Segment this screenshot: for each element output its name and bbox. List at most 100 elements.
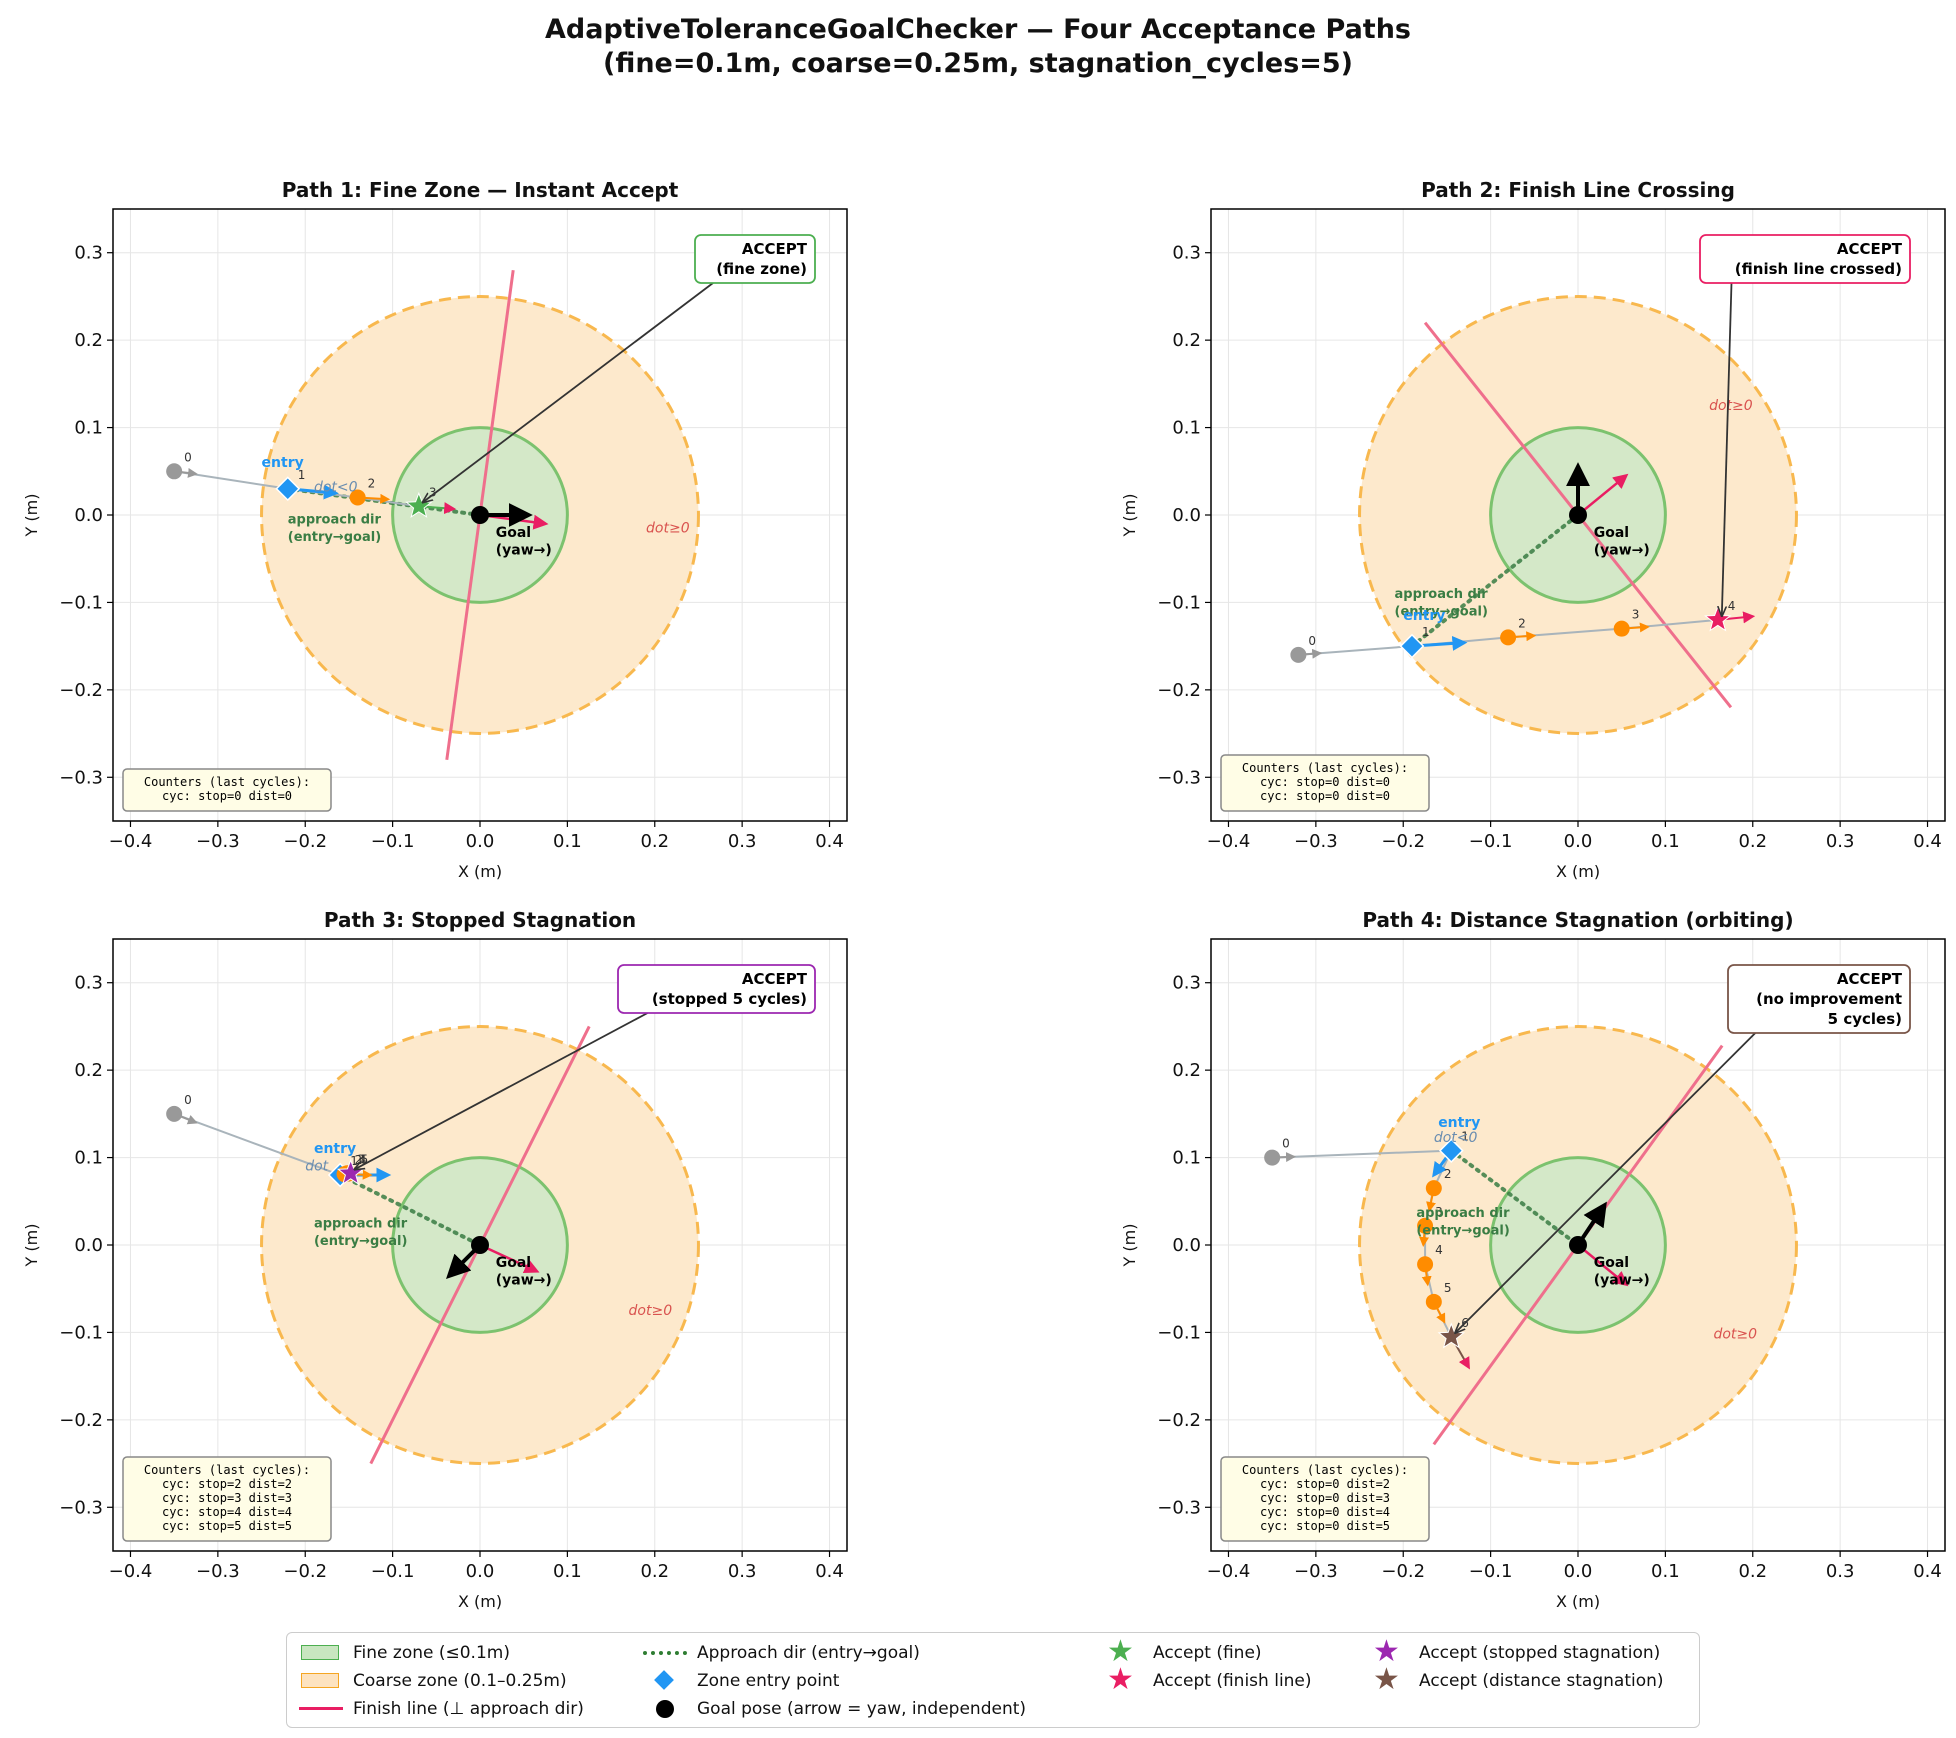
x-tick-label: −0.3 [196, 1561, 240, 1582]
point-index-label: 3 [1632, 608, 1640, 622]
x-tick-label: 0.3 [728, 1561, 757, 1582]
point-index-label: 2 [1444, 1167, 1452, 1181]
approach-dir-line [1449, 1148, 1580, 1247]
x-tick-label: 0.2 [640, 831, 669, 852]
x-tick-label: −0.1 [1469, 831, 1513, 852]
goal-marker [471, 506, 489, 524]
y-tick-label: −0.3 [1157, 767, 1201, 788]
legend-label: Accept (finish line) [1153, 1671, 1312, 1691]
y-tick-label: 0.0 [74, 1235, 103, 1256]
dot-positive-label: dot≥0 [1713, 1327, 1757, 1343]
trajectory-segment [1272, 1149, 1452, 1159]
robot-heading-arrow [1577, 1244, 1629, 1287]
approach-dir-line [1409, 513, 1580, 649]
trajectory-point [1264, 1149, 1281, 1166]
robot-heading-arrow [479, 1243, 540, 1274]
goal-marker [471, 1236, 489, 1254]
x-tick-label: 0.0 [466, 1561, 495, 1582]
x-axis-label: X (m) [458, 862, 502, 881]
counter-line: cyc: stop=0 dist=3 [1260, 1491, 1390, 1505]
legend-label: Accept (distance stagnation) [1419, 1671, 1664, 1691]
plot-area: 0 1 2 3 Goal(yaw→) approach dir (entry→goal) en… [166, 269, 700, 761]
x-tick-label: −0.4 [109, 831, 153, 852]
x-tick-label: 0.0 [1564, 1561, 1593, 1582]
y-tick-label: −0.2 [1157, 680, 1201, 701]
x-tick-label: −0.3 [1294, 1561, 1338, 1582]
figure-title: AdaptiveToleranceGoalChecker — Four Acce… [545, 14, 1411, 45]
approach-dir-label: (entry→goal) [1416, 1224, 1509, 1239]
y-tick-label: 0.2 [1172, 330, 1201, 351]
plot-area: 0123456Goal(yaw→)approach dir(entry→goal… [1264, 1025, 1798, 1465]
point-index-label: 2 [355, 1153, 363, 1167]
point-index-label: 2 [1518, 616, 1526, 630]
legend-item-accept-stopped: ★ Accept (stopped stagnation) [1365, 1635, 1660, 1669]
x-tick-label: −0.2 [1381, 831, 1425, 852]
accept-callout-text: (stopped 5 cycles) [652, 990, 807, 1008]
x-tick-label: 0.3 [1826, 1561, 1855, 1582]
counter-line: Counters (last cycles): [1242, 761, 1408, 775]
dot-negative-label: dot [305, 1159, 328, 1175]
trajectory-point [1500, 629, 1517, 646]
legend-label: Fine zone (≤0.1m) [353, 1643, 510, 1663]
x-tick-label: 0.4 [815, 1561, 844, 1582]
legend: Fine zone (≤0.1m) Coarse zone (0.1–0.25m… [286, 1632, 1700, 1728]
chart-panel-1: 0 1 2 3 Goal(yaw→) approach dir (entry→goal) en… [22, 178, 848, 881]
legend-label: Approach dir (entry→goal) [697, 1643, 920, 1663]
y-tick-label: −0.3 [1157, 1497, 1201, 1518]
legend-item-approach-dir: Approach dir (entry→goal) [643, 1641, 920, 1665]
approach-dir-swatch [643, 1641, 687, 1665]
trajectory-point [1417, 1217, 1434, 1234]
x-tick-label: 0.2 [1738, 831, 1767, 852]
x-tick-label: −0.2 [283, 1561, 327, 1582]
counters-box [122, 768, 332, 812]
accept-callout-box [617, 964, 816, 1014]
y-tick-label: 0.3 [74, 973, 103, 994]
x-axis-label: X (m) [1556, 1592, 1600, 1611]
plot-area: 0 1 2 3 4 Goal(yaw→) approach dir (entry→goal)e… [1290, 295, 1798, 735]
accept-callout-box [1727, 964, 1911, 1034]
accept-callout-text: (finish line crossed) [1735, 260, 1902, 278]
x-tick-label: −0.1 [1469, 1561, 1513, 1582]
goal-label: Goal [1594, 525, 1629, 541]
diamond-icon [643, 1669, 687, 1693]
legend-item-finish-line: Finish line (⊥ approach dir) [299, 1697, 584, 1721]
y-tick-label: −0.1 [59, 1322, 103, 1343]
x-tick-label: 0.0 [466, 831, 495, 852]
dot-negative-label: dot<0 [1434, 1130, 1478, 1146]
y-tick-label: −0.3 [59, 767, 103, 788]
point-index-label: 5 [361, 1152, 369, 1166]
counter-line: cyc: stop=4 dist=4 [162, 1505, 292, 1519]
x-tick-label: 0.0 [1564, 831, 1593, 852]
x-tick-label: 0.1 [1651, 1561, 1680, 1582]
goal-label: (yaw→) [496, 542, 552, 558]
y-tick-label: 0.0 [74, 505, 103, 526]
y-tick-label: −0.1 [59, 592, 103, 613]
legend-item-accept-fine: ★ Accept (fine) [1099, 1635, 1262, 1669]
x-tick-label: −0.4 [109, 1561, 153, 1582]
y-tick-label: 0.2 [74, 330, 103, 351]
point-index-label: 4 [1728, 599, 1736, 613]
callout-arrow [423, 282, 714, 502]
y-axis-label: Y (m) [22, 1224, 41, 1268]
point-index-label: 3 [357, 1152, 365, 1166]
panel-title: Path 1: Fine Zone — Instant Accept [282, 178, 679, 202]
y-tick-label: 0.3 [1172, 243, 1201, 264]
approach-dir-label: (entry→goal) [288, 530, 381, 545]
counter-line: cyc: stop=0 dist=4 [1260, 1505, 1390, 1519]
x-tick-label: 0.1 [1651, 831, 1680, 852]
figure-subtitle: (fine=0.1m, coarse=0.25m, stagnation_cyc… [603, 48, 1353, 79]
star-icon: ★ [1107, 1662, 1134, 1697]
trajectory-point [166, 463, 183, 480]
point-index-label: 0 [1282, 1137, 1290, 1151]
accept-callout-box [1699, 234, 1911, 284]
trajectory-point [166, 1105, 183, 1122]
x-tick-label: 0.2 [1738, 1561, 1767, 1582]
zone-entry-marker [1399, 633, 1425, 659]
point-index-label: 0 [184, 1093, 192, 1107]
y-tick-label: −0.2 [1157, 1410, 1201, 1431]
trajectory-segment [173, 1112, 341, 1176]
approach-dir-label: approach dir [288, 513, 382, 528]
point-index-label: 4 [359, 1152, 367, 1166]
